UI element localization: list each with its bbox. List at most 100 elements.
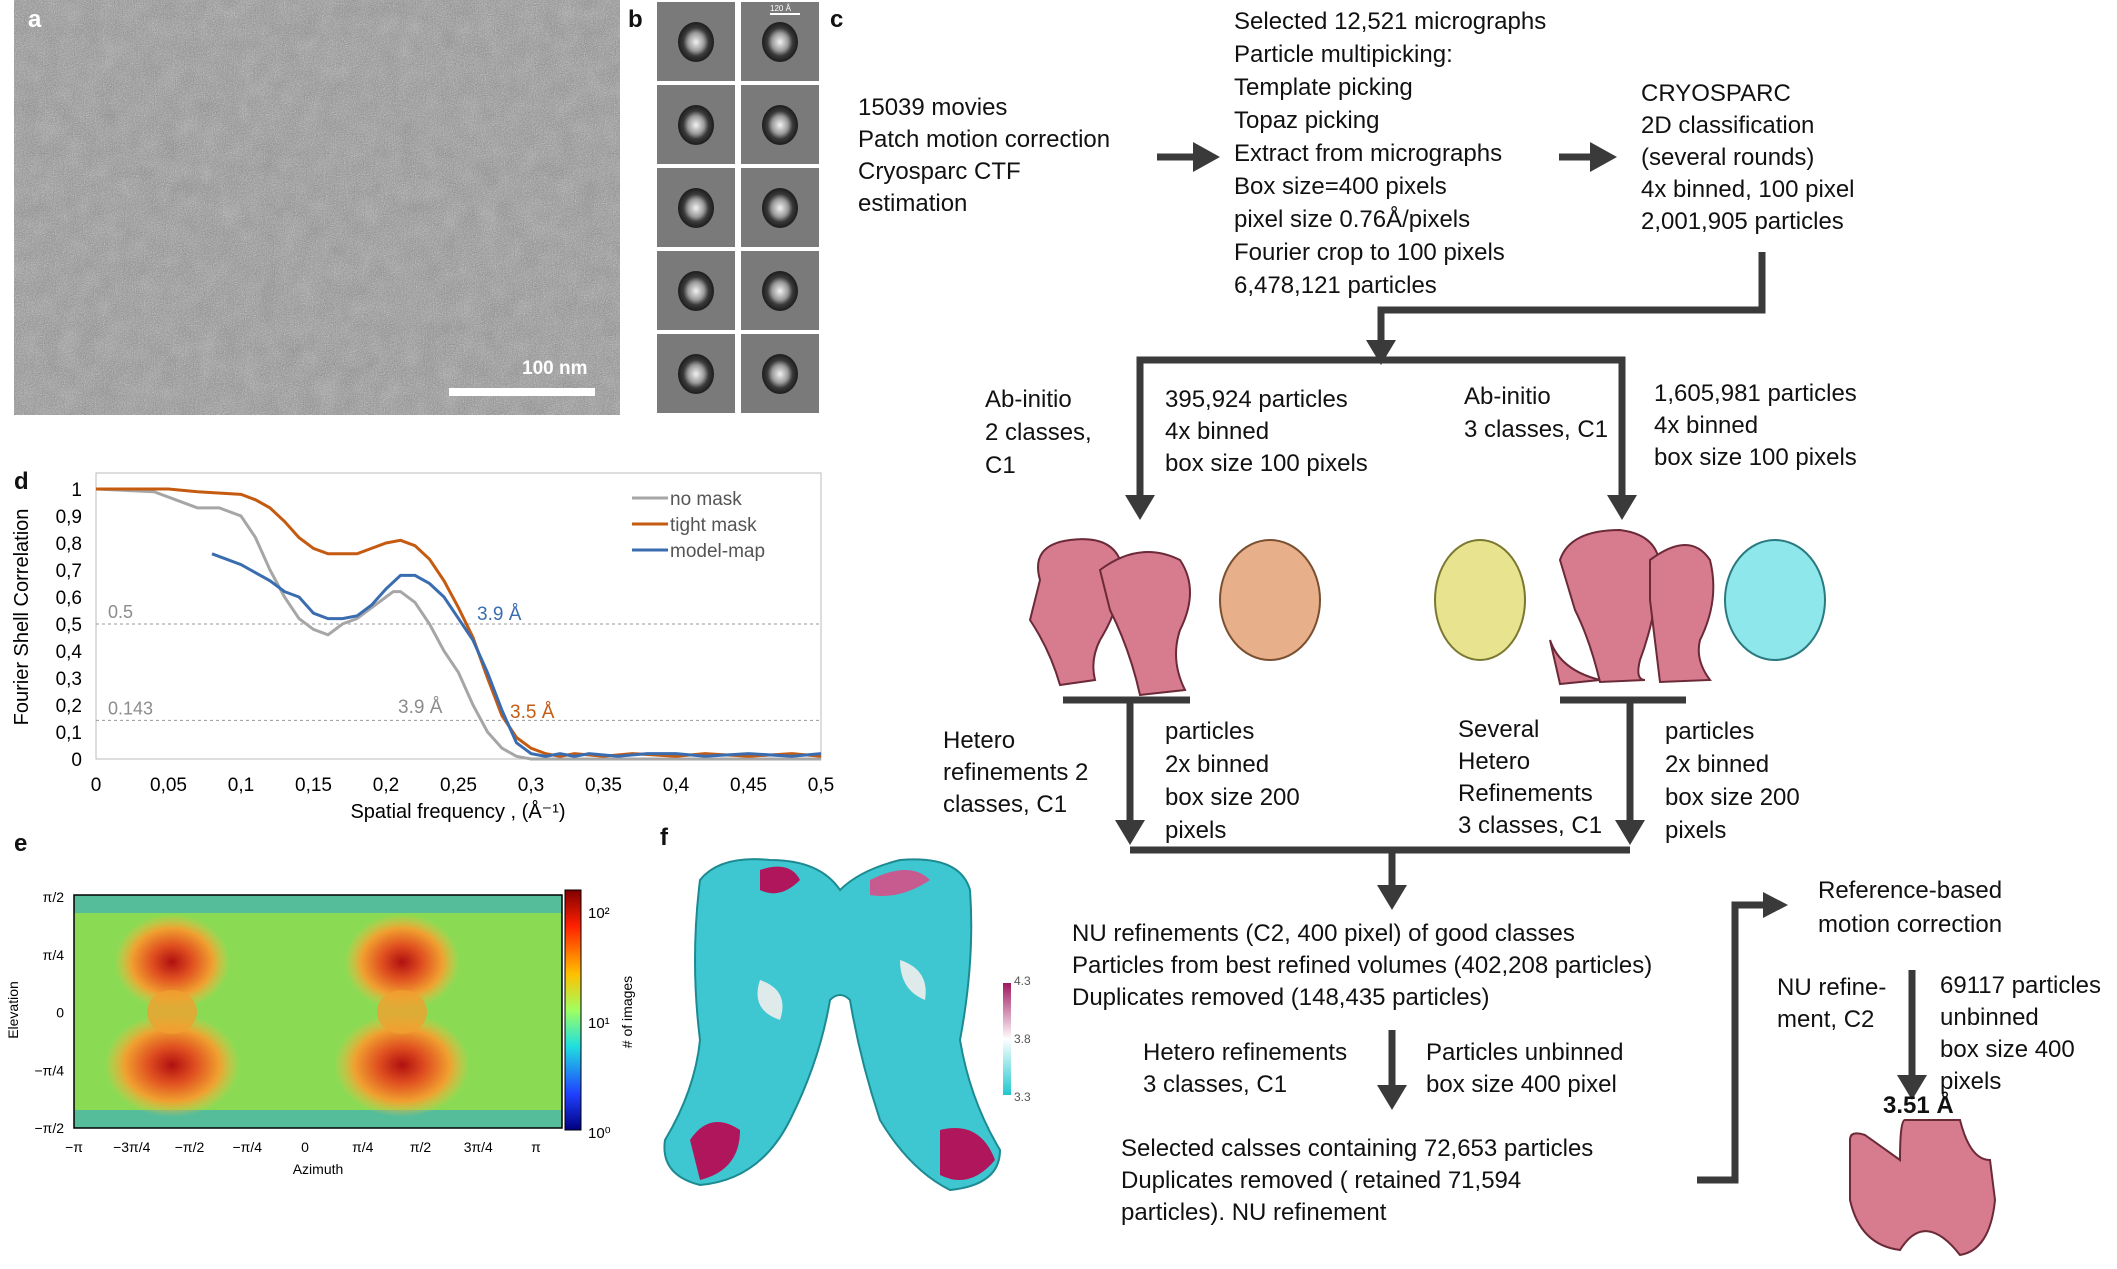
x-tick-label: 0,35: [585, 775, 622, 796]
legend-entry: model-map: [670, 541, 765, 562]
step-selected-classes: Selected calsses containing 72,653 parti…: [1121, 1133, 1593, 1229]
azimuth-tick-label: π/4: [352, 1139, 374, 1155]
step-hetero-3class-line: 3 classes, C1: [1458, 812, 1603, 839]
legend-entry: tight mask: [670, 515, 757, 536]
step-particles-1605981-line: box size 100 pixels: [1654, 444, 1857, 471]
step-2d-classification: CRYOSPARC 2D classification (several round…: [1641, 78, 1855, 238]
azimuth-tick-label: 0: [301, 1139, 309, 1155]
step-69117-particles: 69117 particles unbinned box size 400 pixel…: [1940, 970, 2101, 1098]
panel-label-d: d: [14, 468, 29, 495]
step-reference-motion-line: motion correction: [1818, 911, 2003, 938]
angular-distribution-heatmap: [73, 889, 582, 1131]
step-hetero-refinements-3-line: 3 classes, C1: [1143, 1071, 1288, 1098]
step-nu-c2-line: ment, C2: [1777, 1006, 1875, 1033]
step-nu-c2-line: NU refine-: [1777, 974, 1887, 1001]
elevation-tick-label: π/4: [43, 947, 65, 963]
panel-label-f: f: [660, 824, 668, 851]
step-movies-line: estimation: [858, 190, 968, 217]
step-abinitio-2class-line: Ab-initio: [985, 386, 1072, 413]
step-unbinned-400: Particles unbinned box size 400 pixel: [1426, 1037, 1623, 1101]
step-binned-right-line: 2x binned: [1665, 751, 1770, 778]
x-tick-label: 0,5: [808, 775, 834, 796]
y-tick-label: 0,8: [56, 534, 82, 555]
step-nu-c2: NU refine-ment, C2: [1777, 972, 1886, 1036]
density-map-3class-pink: [1549, 528, 1715, 686]
x-tick-label: 0,45: [730, 775, 767, 796]
step-selected-classes-line: Selected calsses containing 72,653 parti…: [1121, 1135, 1594, 1162]
elevation-tick-label: π/2: [43, 889, 65, 905]
step-picking-line: Particle multipicking:: [1234, 41, 1453, 68]
azimuth-tick-label: −3π/4: [113, 1139, 151, 1155]
step-unbinned-400-line: Particles unbinned: [1426, 1039, 1624, 1066]
step-reference-motion: Reference-based motion correction: [1818, 874, 2002, 942]
threshold-label: 0.5: [108, 602, 133, 622]
step-binned-left-line: box size 200: [1165, 784, 1300, 811]
step-hetero-2class-line: classes, C1: [943, 791, 1068, 818]
y-tick-label: 1: [71, 480, 82, 501]
class-average-particle: [762, 105, 798, 145]
step-particles-1605981-line: 4x binned: [1654, 412, 1759, 439]
azimuth-axis-label: Azimuth: [293, 1161, 344, 1177]
panel-label-e: e: [14, 830, 28, 857]
panel-label-b: b: [628, 6, 643, 33]
scalebar-a: [449, 388, 595, 396]
class-average-particle: [762, 22, 798, 62]
step-binned-right: particles 2x binned box size 200 pixels: [1665, 715, 1800, 847]
step-picking-line: pixel size 0.76Å/pixels: [1234, 206, 1471, 233]
class-average-particle: [762, 188, 798, 228]
step-picking-line: Topaz picking: [1234, 107, 1380, 134]
fsc-x-axis-label: Spatial frequency , (Å⁻¹): [350, 800, 565, 823]
step-particles-1605981: 1,605,981 particles 4x binned box size 100…: [1654, 378, 1857, 474]
azimuth-tick-label: −π: [65, 1139, 83, 1155]
step-particles-395924-line: 395,924 particles: [1165, 386, 1348, 413]
step-binned-left-line: 2x binned: [1165, 751, 1270, 778]
colorbar-f-tick: 4.3: [1014, 974, 1031, 988]
step-2d-classification-line: 4x binned, 100 pixel: [1641, 176, 1855, 203]
step-abinitio-3class-line: Ab-initio: [1464, 383, 1551, 410]
y-tick-label: 0: [71, 750, 82, 771]
density-map-2class-pink: [1028, 538, 1191, 697]
step-movies-line: Cryosparc CTF: [858, 158, 1021, 185]
y-tick-label: 0,5: [56, 615, 82, 636]
step-nu-refinements-line: NU refinements (C2, 400 pixel) of good c…: [1072, 920, 1575, 947]
density-map-3class-cyan: [1724, 539, 1826, 661]
step-particles-1605981-line: 1,605,981 particles: [1654, 380, 1857, 407]
azimuth-tick-label: π: [531, 1139, 541, 1155]
step-2d-classification-line: 2,001,905 particles: [1641, 208, 1844, 235]
step-abinitio-2class: Ab-initio 2 classes, C1: [985, 383, 1092, 482]
step-hetero-3class-line: Refinements: [1458, 780, 1593, 807]
elevation-tick-label: −π/4: [34, 1062, 64, 1078]
class-average-particle: [762, 271, 798, 311]
step-hetero-3class-line: Several: [1458, 716, 1540, 743]
resolution-annotation: 3.9 Å: [398, 697, 443, 718]
step-abinitio-2class-line: C1: [985, 452, 1016, 479]
step-69117-particles-line: 69117 particles: [1940, 972, 2101, 999]
step-picking-line: Fourier crop to 100 pixels: [1234, 239, 1505, 266]
y-tick-label: 0,2: [56, 696, 82, 717]
step-movies: 15039 movies Patch motion correction Cryos…: [858, 92, 1110, 220]
step-movies-line: 15039 movies: [858, 94, 1008, 121]
fsc-series-line: [211, 552, 822, 758]
y-tick-label: 0,7: [56, 561, 82, 582]
step-binned-left: particles 2x binned box size 200 pixels: [1165, 715, 1300, 847]
panel-label-c: c: [830, 6, 844, 33]
step-movies-line: Patch motion correction: [858, 126, 1111, 153]
step-2d-classification-line: CRYOSPARC: [1641, 80, 1791, 107]
step-69117-particles-line: pixels: [1940, 1068, 2002, 1095]
elevation-tick-label: 0: [56, 1005, 64, 1021]
step-binned-left-line: particles: [1165, 718, 1255, 745]
class-average-particle: [678, 105, 714, 145]
legend-entry: no mask: [670, 489, 742, 510]
step-hetero-refinements-3-line: Hetero refinements: [1143, 1039, 1348, 1066]
scalebar-b-label: 120 Å: [770, 4, 791, 13]
step-picking-line: Template picking: [1234, 74, 1413, 101]
fsc-y-axis-label: Fourier Shell Correlation: [11, 509, 33, 726]
step-2d-classification-line: 2D classification: [1641, 112, 1815, 139]
y-tick-label: 0,6: [56, 588, 82, 609]
y-tick-label: 0,3: [56, 669, 82, 690]
step-hetero-2class-line: refinements 2: [943, 759, 1089, 786]
y-tick-label: 0,9: [56, 507, 82, 528]
y-tick-label: 0,4: [56, 642, 83, 663]
